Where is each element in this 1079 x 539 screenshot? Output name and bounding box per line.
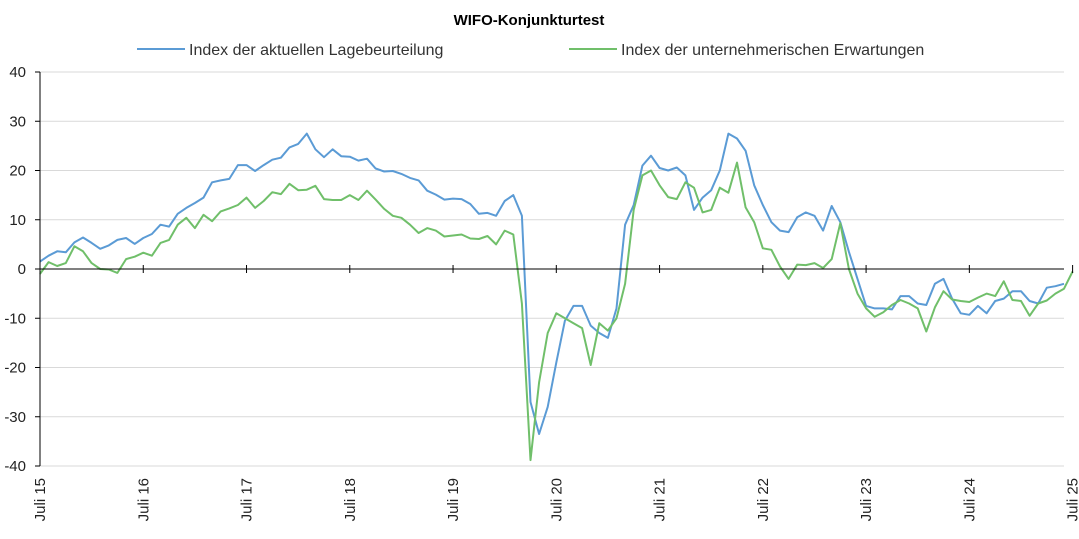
x-tick-label: Juli 25 xyxy=(1065,478,1079,521)
y-tick-label: 0 xyxy=(18,261,26,278)
series-lines xyxy=(39,132,1074,462)
y-tick-label: -10 xyxy=(4,310,26,327)
y-tick-label: -20 xyxy=(4,360,26,377)
y-tick-label: 30 xyxy=(9,113,26,130)
legend-label-erwartungen: Index der unternehmerischen Erwartungen xyxy=(621,42,924,59)
x-tick-label: Juli 16 xyxy=(135,478,152,521)
x-tick-label: Juli 24 xyxy=(961,478,978,521)
y-tick-label: 40 xyxy=(9,64,26,81)
legend: Index der aktuellen Lagebeurteilung Inde… xyxy=(137,42,924,59)
x-axis-tick-labels: Juli 15 Juli 16 Juli 17 Juli 18 Juli 19 Juli … xyxy=(32,478,1079,521)
y-tick-label: -40 xyxy=(4,458,26,475)
axes xyxy=(35,71,1074,467)
chart-title: WIFO-Konjunkturtest xyxy=(454,12,605,29)
x-tick-label: Juli 21 xyxy=(652,478,669,521)
x-tick-label: Juli 19 xyxy=(445,478,462,521)
y-axis-tick-labels: -40 -30 -20 -10 0 10 20 30 40 xyxy=(4,64,26,475)
y-tick-label: -30 xyxy=(4,409,26,426)
x-tick-label: Juli 20 xyxy=(548,478,565,521)
x-tick-label: Juli 22 xyxy=(755,478,772,521)
series-line-lagebeurteilung xyxy=(39,132,1065,435)
legend-label-lagebeurteilung: Index der aktuellen Lagebeurteilung xyxy=(189,42,443,59)
y-tick-label: 20 xyxy=(9,163,26,180)
y-tick-label: 10 xyxy=(9,212,26,229)
x-tick-label: Juli 18 xyxy=(342,478,359,521)
x-tick-label: Juli 23 xyxy=(858,478,875,521)
x-tick-label: Juli 17 xyxy=(239,478,256,521)
x-tick-label: Juli 15 xyxy=(32,478,49,521)
series-line-erwartungen xyxy=(39,161,1074,462)
